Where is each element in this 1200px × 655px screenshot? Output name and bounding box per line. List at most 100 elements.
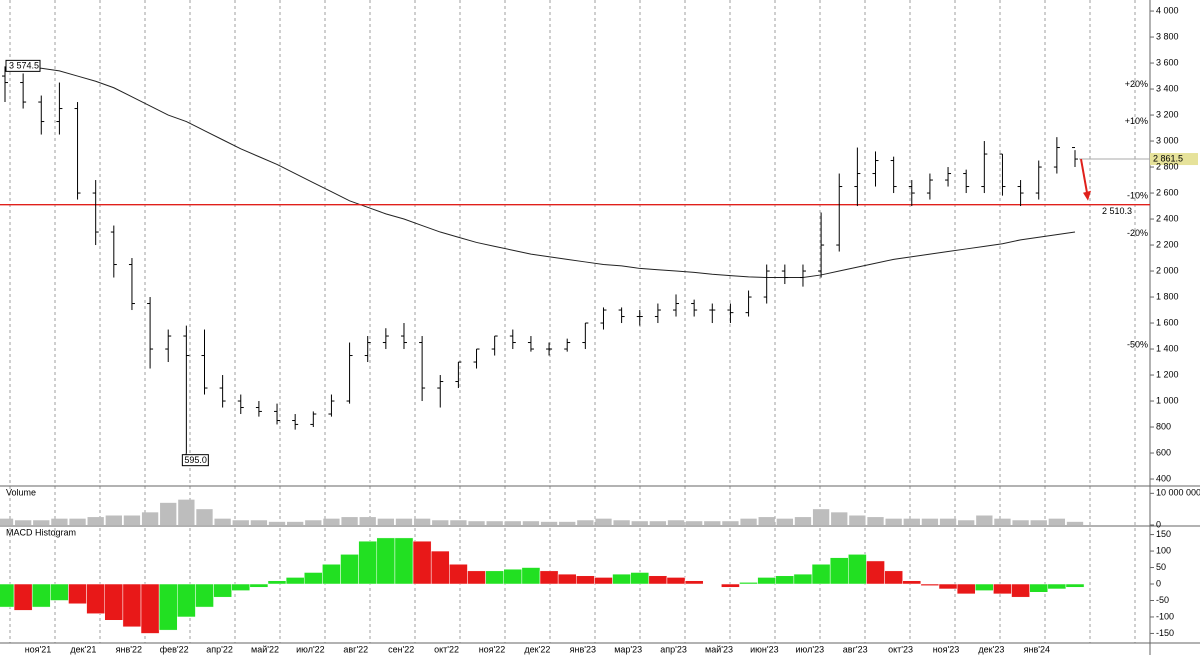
volume-bar: [123, 515, 141, 525]
last-price-label: 2 861.5: [1153, 153, 1183, 163]
macd-bar: [0, 583, 15, 608]
x-tick-label: май'22: [251, 644, 279, 654]
volume-bar: [740, 518, 757, 525]
volume-bar: [613, 520, 630, 525]
volume-bar: [685, 521, 703, 525]
macd-bar: [666, 577, 686, 585]
macd-bar: [1029, 583, 1049, 593]
macd-bar: [829, 557, 849, 585]
volume-bar: [522, 521, 540, 525]
x-tick-label: янв'22: [116, 644, 142, 654]
macd-bar: [884, 570, 903, 585]
x-tick-label: апр'22: [206, 644, 233, 654]
volume-bar: [649, 521, 667, 525]
x-tick-label: янв'24: [1024, 644, 1050, 654]
macd-bar: [50, 583, 69, 601]
x-tick-label: июл'22: [296, 644, 325, 654]
volume-bar: [14, 520, 32, 525]
volume-bar: [595, 518, 612, 525]
macd-bar: [358, 540, 378, 585]
x-tick-label: авг'22: [343, 644, 368, 654]
volume-bar: [323, 518, 340, 525]
volume-bar: [305, 520, 322, 525]
macd-bar: [503, 568, 523, 585]
volume-bar: [704, 521, 721, 525]
y-tick-label: -50: [1156, 595, 1169, 605]
volume-bar: [250, 520, 268, 525]
macd-bar: [775, 575, 795, 585]
volume-bar: [1012, 520, 1029, 525]
volume-bar: [958, 520, 975, 525]
macd-bar: [956, 583, 976, 595]
x-tick-label: ноя'22: [479, 644, 506, 654]
y-tick-label: 1 600: [1156, 317, 1179, 327]
volume-bar: [214, 518, 231, 525]
macd-bar: [430, 550, 450, 585]
y-tick-label: 2 200: [1156, 239, 1179, 249]
low-box: [181, 454, 209, 467]
moving-average: [4, 66, 1076, 279]
macd-bar: [140, 583, 160, 634]
volume-bar: [87, 517, 104, 525]
pct-label: +20%: [1125, 79, 1148, 89]
low-label: 595.0: [184, 455, 207, 465]
y-tick-label: 800: [1156, 421, 1171, 431]
volume-bar: [577, 520, 594, 525]
y-tick-label: 2 000: [1156, 265, 1179, 275]
arrow: [1080, 158, 1088, 193]
macd-bar: [394, 537, 414, 585]
macd-bar: [177, 583, 196, 618]
pct-label: -50%: [1127, 339, 1148, 349]
macd-bar: [902, 580, 922, 585]
y-tick-label: -100: [1156, 611, 1174, 621]
macd-bar: [539, 570, 559, 585]
volume-bar: [794, 517, 812, 525]
volume-bar: [667, 520, 685, 525]
y-tick-label: 0: [1156, 578, 1161, 588]
grid: [9, 0, 1136, 643]
y-tick-label: -150: [1156, 628, 1174, 638]
x-tick-label: мар'23: [614, 644, 642, 654]
macd-bar: [739, 582, 758, 585]
macd-bar: [104, 583, 124, 621]
macd-bar: [485, 570, 504, 585]
x-tick-label: окт'23: [888, 644, 913, 654]
volume-bar: [33, 520, 50, 525]
x-tick-label: дек'23: [978, 644, 1004, 654]
volume-bar: [341, 517, 358, 525]
volume-bar: [105, 515, 122, 525]
macd-bar: [376, 537, 396, 585]
y-tick-label: 3 400: [1156, 83, 1179, 93]
macd-bar: [86, 583, 105, 614]
x-tick-label: май'23: [705, 644, 733, 654]
macd-bar: [122, 583, 142, 628]
volume-bar: [921, 518, 939, 525]
macd-bar: [811, 563, 831, 585]
y-tick-label: 1 800: [1156, 291, 1179, 301]
macd-bar: [322, 563, 341, 585]
macd-bar: [793, 573, 813, 585]
y-tick-label: 3 800: [1156, 31, 1179, 41]
macd-bar: [68, 583, 87, 605]
volume-bar: [722, 521, 739, 525]
macd-bar: [648, 575, 668, 585]
volume-bar: [758, 517, 775, 525]
x-tick-label: ноя'23: [933, 644, 960, 654]
volume-bar: [377, 518, 395, 525]
macd-bar: [630, 572, 650, 585]
macd-bar: [975, 583, 994, 591]
volume-bar: [976, 515, 993, 525]
volume-bar: [51, 518, 68, 525]
y-tick-label: 2 600: [1156, 187, 1179, 197]
volume-bar: [432, 520, 449, 525]
marks: 2 510.3 2 861.5 +20% +10% -10% -20% -50% 3 574.…: [0, 59, 1198, 634]
x-tick-label: апр'23: [660, 644, 687, 654]
volume-bar: [287, 521, 304, 525]
y-tick-label: 10 000 000: [1156, 488, 1200, 498]
pct-label: -10%: [1127, 191, 1148, 201]
volume-bar: [939, 518, 957, 525]
x-tick-label: дек'21: [70, 644, 96, 654]
x-tick-label: ноя'21: [25, 644, 52, 654]
macd-bar: [412, 540, 432, 585]
